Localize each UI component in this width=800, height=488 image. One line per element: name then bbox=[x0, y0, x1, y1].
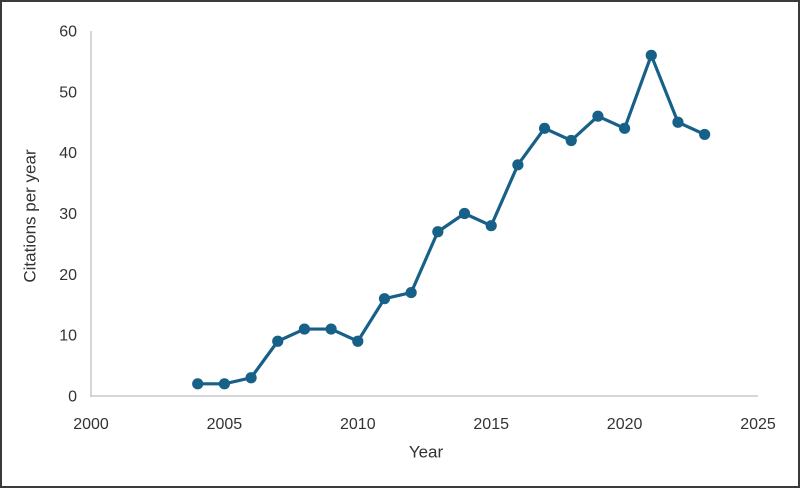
data-point bbox=[699, 128, 711, 141]
data-point bbox=[378, 293, 391, 305]
data-point bbox=[512, 159, 524, 171]
x-tick-label: 2025 bbox=[740, 416, 776, 433]
y-tick-label: 50 bbox=[59, 84, 77, 101]
data-point bbox=[565, 134, 577, 147]
data-point bbox=[218, 378, 230, 390]
data-point bbox=[645, 49, 657, 61]
y-tick-label: 30 bbox=[59, 206, 77, 223]
data-point bbox=[592, 110, 604, 122]
data-point bbox=[192, 378, 204, 390]
x-tick-label: 2005 bbox=[207, 416, 243, 433]
y-tick-label: 10 bbox=[59, 328, 77, 345]
data-point bbox=[325, 323, 337, 335]
x-axis-title: Year bbox=[408, 442, 444, 462]
x-tick-label: 2020 bbox=[607, 416, 643, 433]
data-point bbox=[458, 207, 471, 220]
data-point bbox=[485, 220, 497, 232]
y-axis-title: Citations per year bbox=[20, 149, 40, 283]
data-point bbox=[405, 286, 417, 299]
data-point bbox=[245, 372, 257, 384]
data-point bbox=[352, 335, 364, 347]
data-point bbox=[432, 226, 444, 238]
x-tick-label: 2000 bbox=[73, 416, 109, 433]
data-point bbox=[272, 335, 284, 347]
y-tick-label: 20 bbox=[59, 267, 77, 284]
data-point bbox=[619, 122, 631, 134]
data-point bbox=[298, 323, 311, 335]
data-point bbox=[672, 116, 684, 128]
x-tick-label: 2015 bbox=[473, 416, 509, 433]
y-tick-label: 60 bbox=[59, 24, 77, 41]
data-line bbox=[196, 53, 707, 386]
x-tick-label: 2010 bbox=[340, 416, 376, 433]
data-point bbox=[538, 122, 551, 134]
y-tick-label: 0 bbox=[68, 389, 77, 406]
y-tick-label: 40 bbox=[59, 145, 77, 162]
